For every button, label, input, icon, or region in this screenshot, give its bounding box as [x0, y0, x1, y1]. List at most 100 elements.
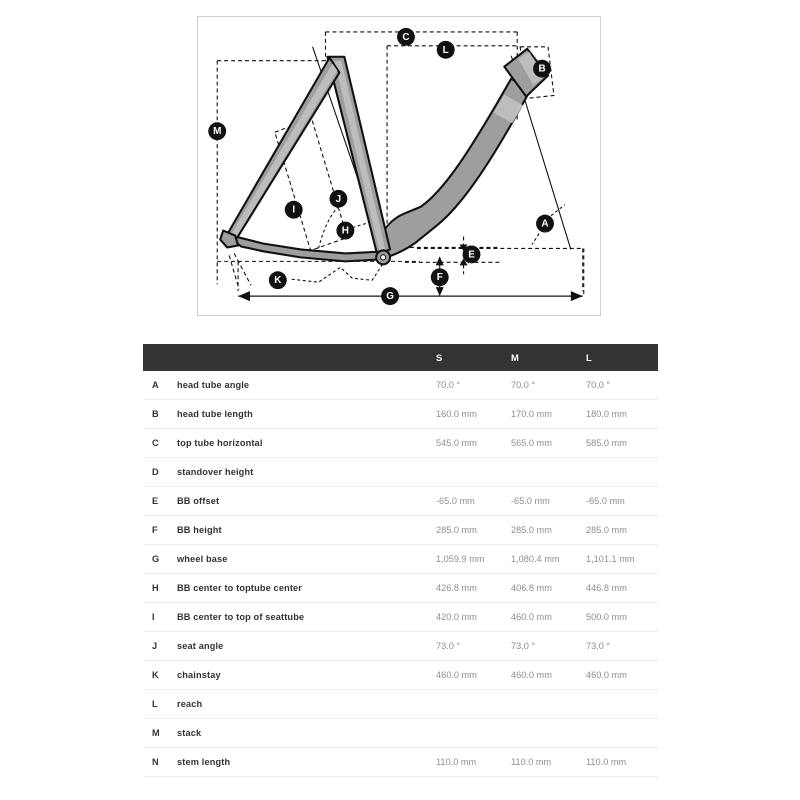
seat-stay-highlight — [232, 63, 338, 236]
marker-badge-a: A — [536, 214, 554, 233]
row-value-l: 500.0 mm — [583, 602, 658, 632]
marker-letter-f: F — [437, 272, 443, 283]
row-label: top tube horizontal — [173, 428, 433, 458]
chainstay-leader — [291, 263, 384, 283]
row-value-m — [508, 718, 583, 748]
marker-badge-b: B — [533, 59, 551, 78]
row-key: H — [143, 573, 173, 603]
row-key: E — [143, 486, 173, 516]
row-value-l: 1,101.1 mm — [583, 544, 658, 574]
marker-badge-j: J — [329, 189, 348, 208]
row-value-m: 70.0 ° — [508, 371, 583, 400]
row-label: BB center to toptube center — [173, 573, 433, 603]
table-header-row: S M L — [143, 344, 658, 371]
marker-circle-e — [462, 245, 481, 264]
row-value-s — [433, 457, 508, 487]
row-value-m: 110.0 mm — [508, 747, 583, 777]
marker-letter-l: L — [443, 45, 449, 56]
row-label: head tube angle — [173, 371, 433, 400]
marker-badge-k: K — [268, 271, 287, 290]
row-key: J — [143, 631, 173, 661]
marker-badge-h: H — [336, 221, 355, 240]
row-value-m: -65.0 mm — [508, 486, 583, 516]
marker-circle-m — [208, 122, 227, 141]
table-row: H BB center to toptube center 426.8 mm 406.… — [143, 573, 658, 603]
row-value-m: 73.0 ° — [508, 631, 583, 661]
row-key: K — [143, 660, 173, 690]
row-value-s: 420.0 mm — [433, 602, 508, 632]
marker-letter-k: K — [274, 275, 282, 286]
marker-circle-j — [329, 189, 348, 208]
rear-dropout — [219, 229, 240, 249]
row-key: C — [143, 428, 173, 458]
row-key: A — [143, 371, 173, 400]
row-value-s: 460.0 mm — [433, 660, 508, 690]
frame-diagram-svg: A B C E F G H I J K L M — [208, 27, 585, 306]
row-key: I — [143, 602, 173, 632]
row-value-l — [583, 689, 658, 719]
row-label: head tube length — [173, 399, 433, 429]
marker-circle-h — [336, 221, 355, 240]
marker-badge-f: F — [430, 268, 449, 287]
table-header: S M L — [143, 344, 658, 371]
wheelbase-arrowhead-right — [570, 291, 583, 302]
row-label: wheel base — [173, 544, 433, 574]
row-value-l: 73.0 ° — [583, 631, 658, 661]
row-value-s — [433, 689, 508, 719]
row-key: F — [143, 515, 173, 545]
row-label: seat angle — [173, 631, 433, 661]
row-value-m: 170.0 mm — [508, 399, 583, 429]
down-tube-highlight — [493, 94, 524, 124]
row-value-s: 70.0 ° — [433, 371, 508, 400]
row-value-s: 1,059.9 mm — [433, 544, 508, 574]
header-size-l: L — [583, 344, 658, 371]
header-label-cell — [173, 344, 433, 371]
row-label: chainstay — [173, 660, 433, 690]
marker-circle-i — [284, 200, 303, 219]
dropout-tick-b — [233, 253, 252, 286]
row-value-l: -65.0 mm — [583, 486, 658, 516]
header-size-s: S — [433, 344, 508, 371]
row-value-s: -65.0 mm — [433, 486, 508, 516]
bottom-bracket-center — [380, 254, 387, 261]
marker-badge-e: E — [462, 245, 481, 264]
bb-offset-arrowhead-down — [459, 244, 468, 252]
marker-circle-l — [436, 40, 455, 59]
bicycle-frame — [219, 47, 550, 266]
row-label: BB center to top of seattube — [173, 602, 433, 632]
row-value-l: 585.0 mm — [583, 428, 658, 458]
row-value-m: 406.8 mm — [508, 573, 583, 603]
row-value-m: 460.0 mm — [508, 602, 583, 632]
marker-badge-c: C — [397, 27, 415, 46]
row-label: BB offset — [173, 486, 433, 516]
marker-circle-a — [536, 214, 554, 233]
row-label: stem length — [173, 747, 433, 777]
row-label: reach — [173, 689, 433, 719]
row-value-m — [508, 689, 583, 719]
row-key: B — [143, 399, 173, 429]
marker-letter-b: B — [538, 64, 545, 75]
row-value-m: 1,080.4 mm — [508, 544, 583, 574]
row-key: L — [143, 689, 173, 719]
table-row: I BB center to top of seattube 420.0 mm 460… — [143, 602, 658, 632]
chainstay — [228, 236, 386, 263]
row-value-m: 460.0 mm — [508, 660, 583, 690]
marker-letter-a: A — [541, 219, 548, 230]
marker-letter-m: M — [213, 126, 221, 137]
wheelbase-arrowhead-left — [238, 291, 250, 302]
row-label: BB height — [173, 515, 433, 545]
row-value-m: 285.0 mm — [508, 515, 583, 545]
row-value-l — [583, 457, 658, 487]
dropout-tick-a — [228, 255, 240, 290]
row-value-s: 110.0 mm — [433, 747, 508, 777]
header-size-m: M — [508, 344, 583, 371]
marker-circle-g — [381, 287, 399, 306]
marker-circle-f — [430, 268, 449, 287]
